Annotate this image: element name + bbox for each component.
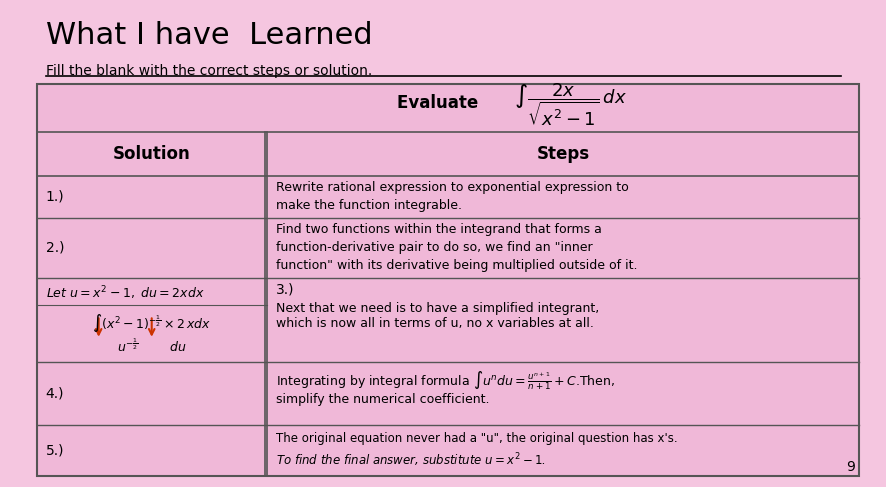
Text: What I have  Learned: What I have Learned <box>45 21 372 50</box>
Text: $\int(x^2-1)^{-\frac{1}{2}} \times 2\,xdx$: $\int(x^2-1)^{-\frac{1}{2}} \times 2\,xd… <box>92 312 211 334</box>
Text: Fill the blank with the correct steps or solution.: Fill the blank with the correct steps or… <box>45 64 371 78</box>
Text: 3.): 3.) <box>276 282 294 297</box>
Text: $Let\ u = x^2-1,\ du = 2xdx$: $Let\ u = x^2-1,\ du = 2xdx$ <box>45 284 204 301</box>
Text: 9: 9 <box>845 460 854 473</box>
Text: Steps: Steps <box>536 145 589 163</box>
Text: Find two functions within the integrand that forms a
function-derivative pair to: Find two functions within the integrand … <box>276 223 637 272</box>
Text: The original equation never had a "u", the original question has x's.: The original equation never had a "u", t… <box>276 432 677 445</box>
Text: $u^{-\frac{1}{2}}$        $du$: $u^{-\frac{1}{2}}$ $du$ <box>117 337 187 355</box>
Text: 4.): 4.) <box>45 386 64 400</box>
Text: Integrating by integral formula $\int u^n du = \frac{u^{n+1}}{n+1} + C$.Then,: Integrating by integral formula $\int u^… <box>276 369 614 392</box>
Text: Evaluate: Evaluate <box>397 94 489 112</box>
Bar <box>36 84 859 476</box>
Text: $\int\dfrac{2x}{\sqrt{x^2-1}}\,dx$: $\int\dfrac{2x}{\sqrt{x^2-1}}\,dx$ <box>514 82 626 129</box>
Text: Rewrite rational expression to exponential expression to
make the function integ: Rewrite rational expression to exponenti… <box>276 181 628 212</box>
Text: simplify the numerical coefficient.: simplify the numerical coefficient. <box>276 393 489 406</box>
Text: To find the final answer, substitute $u = x^2 - 1$.: To find the final answer, substitute $u … <box>276 451 545 469</box>
Text: Next that we need is to have a simplified integrant,
which is now all in terms o: Next that we need is to have a simplifie… <box>276 302 598 330</box>
Text: 5.): 5.) <box>45 443 64 457</box>
Text: 1.): 1.) <box>45 190 64 204</box>
Text: 2.): 2.) <box>45 241 64 255</box>
Text: Solution: Solution <box>113 145 190 163</box>
